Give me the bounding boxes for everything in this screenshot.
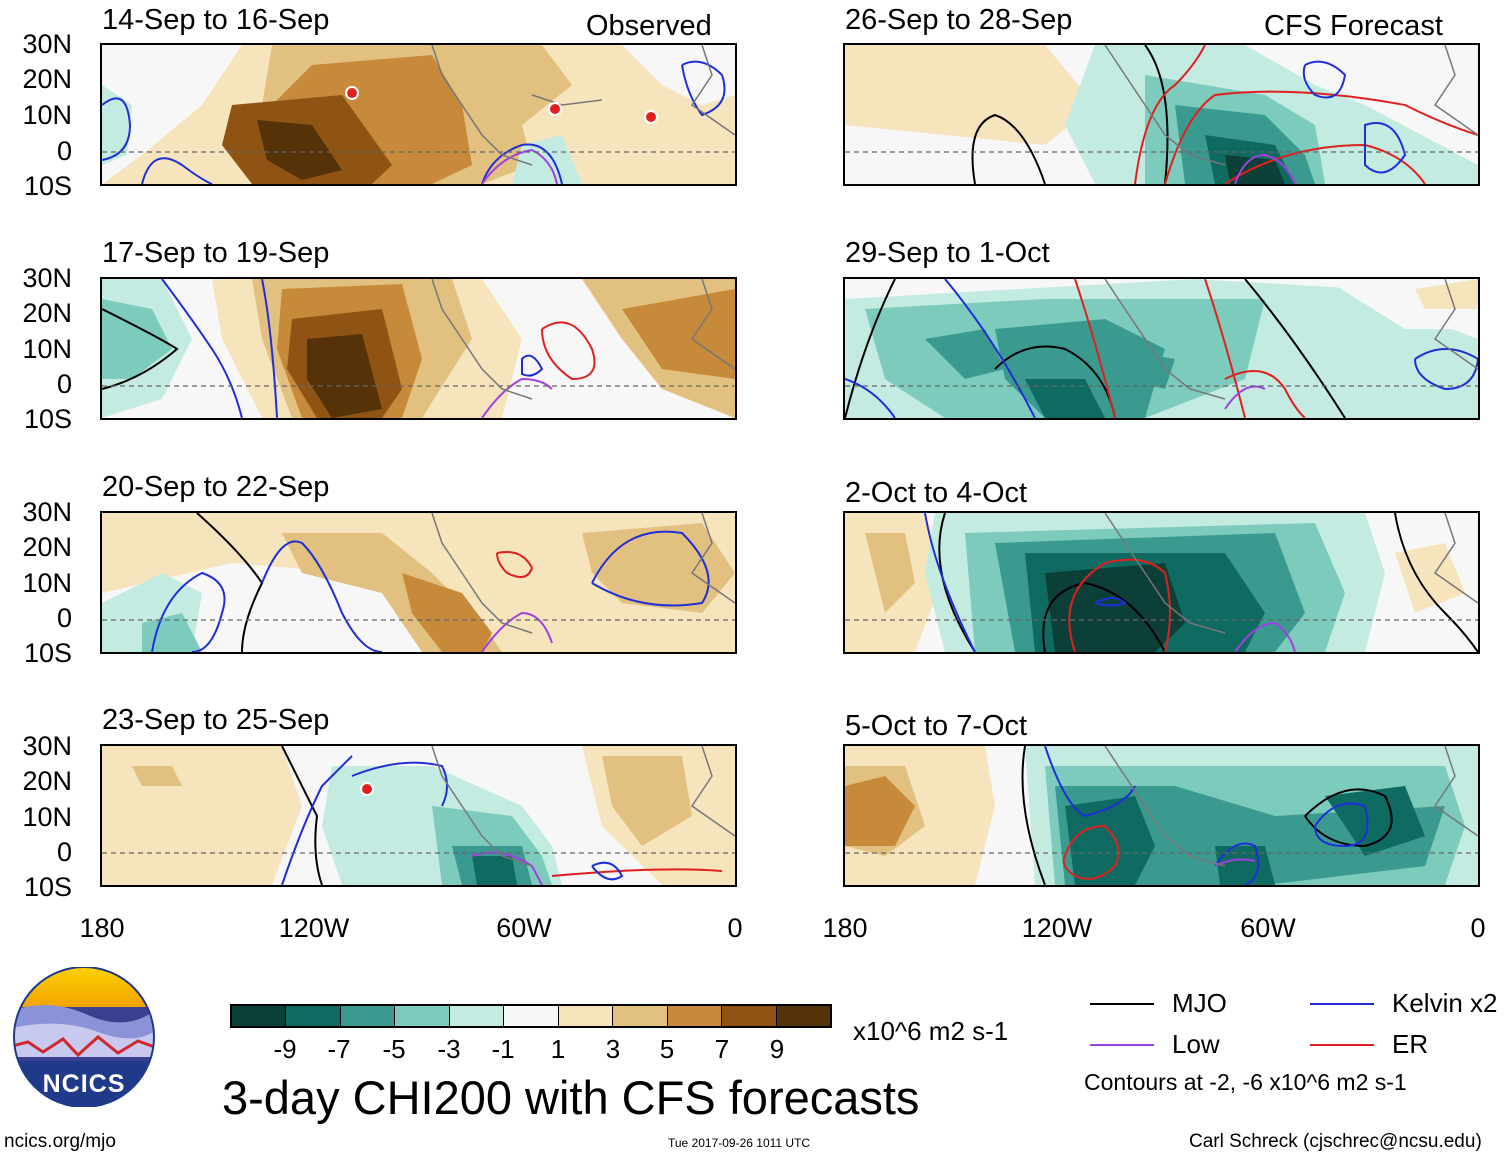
- map-panel-7: [843, 511, 1480, 654]
- map-panel-8: [843, 744, 1480, 887]
- colorbar-swatch-9: [722, 1006, 777, 1026]
- map-panel-1: [100, 43, 737, 186]
- legend-line-low: [1090, 1044, 1154, 1046]
- map-panel-2: [100, 277, 737, 420]
- map-panel-4: [100, 744, 737, 887]
- map-panel-6: [843, 277, 1480, 420]
- legend-label-low: Low: [1172, 1029, 1220, 1059]
- map-panel-5: [843, 43, 1480, 186]
- colorbar-units: x10^6 m2 s-1: [853, 1016, 1009, 1046]
- colorbar-swatch-10: [776, 1006, 830, 1026]
- panel-title-6: 29-Sep to 1-Oct: [845, 237, 1050, 269]
- panel-title-4: 23-Sep to 25-Sep: [102, 704, 330, 736]
- legend-label-kelvin: Kelvin x2: [1392, 988, 1498, 1018]
- panel-title-8: 5-Oct to 7-Oct: [845, 710, 1028, 742]
- legend-label-er: ER: [1392, 1029, 1429, 1059]
- colorbar: [230, 1004, 832, 1028]
- legend-label-mjo: MJO: [1172, 988, 1227, 1018]
- footer-author: Carl Schreck (cjschrec@ncsu.edu): [1189, 1131, 1482, 1152]
- colorbar-swatch-4: [449, 1006, 505, 1026]
- forecast-label: CFS Forecast: [1264, 10, 1443, 42]
- colorbar-swatch-7: [613, 1006, 668, 1026]
- main-title: 3-day CHI200 with CFS forecasts: [222, 1071, 920, 1124]
- panel-title-1: 14-Sep to 16-Sep: [102, 4, 330, 36]
- observed-label: Observed: [586, 10, 712, 42]
- panel-title-2: 17-Sep to 19-Sep: [102, 237, 330, 269]
- colorbar-swatch-3: [395, 1006, 450, 1026]
- colorbar-swatch-8: [667, 1006, 723, 1026]
- ncics-logo: [8, 966, 160, 1108]
- colorbar-swatch-5: [504, 1006, 559, 1026]
- legend-line-mjo: [1090, 1003, 1154, 1005]
- colorbar-swatch-0: [232, 1006, 287, 1026]
- panel-title-3: 20-Sep to 22-Sep: [102, 471, 330, 503]
- legend-line-kelvin: [1310, 1003, 1374, 1005]
- panel-title-7: 2-Oct to 4-Oct: [845, 477, 1028, 509]
- footer-url: ncics.org/mjo: [4, 1131, 116, 1152]
- colorbar-swatch-6: [558, 1006, 614, 1026]
- panel-title-5: 26-Sep to 28-Sep: [845, 4, 1073, 36]
- footer-timestamp: Tue 2017-09-26 1011 UTC: [668, 1136, 811, 1150]
- legend-note: Contours at -2, -6 x10^6 m2 s-1: [1084, 1069, 1407, 1095]
- legend-line-er: [1310, 1044, 1374, 1046]
- colorbar-swatch-2: [340, 1006, 396, 1026]
- colorbar-swatch-1: [286, 1006, 341, 1026]
- map-panel-3: [100, 511, 737, 654]
- ncics-logo-text: NCICS: [42, 1070, 126, 1098]
